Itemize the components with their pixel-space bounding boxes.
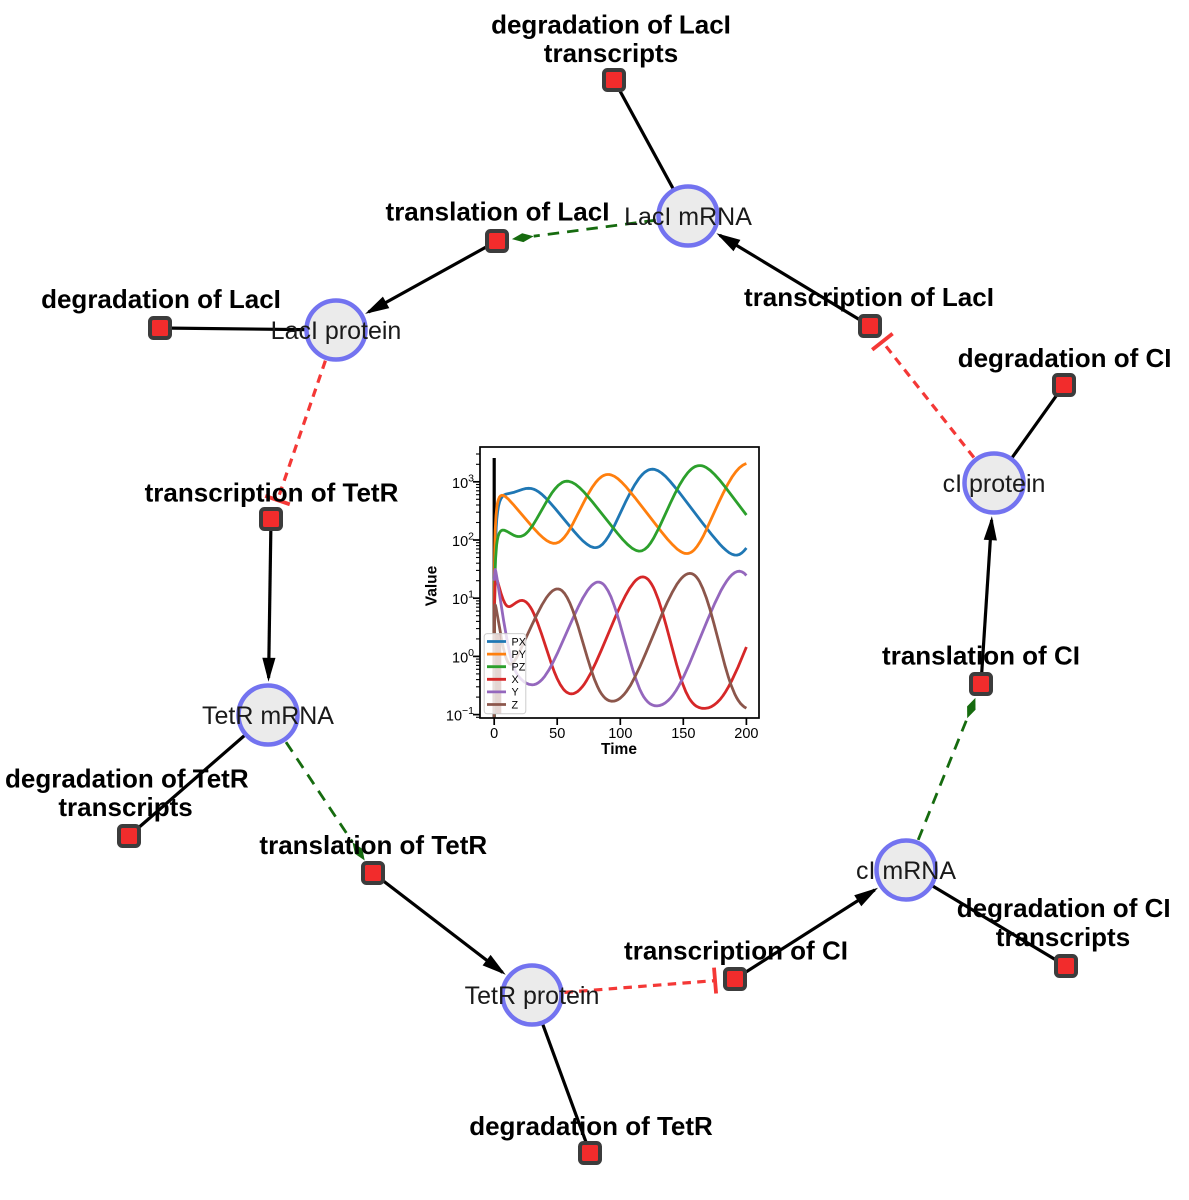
svg-text:Time: Time — [601, 741, 637, 758]
svg-text:degradation of TetR: degradation of TetR — [469, 1111, 713, 1141]
svg-text:0: 0 — [490, 726, 498, 742]
svg-text:PY: PY — [512, 649, 526, 661]
svg-text:cI mRNA: cI mRNA — [856, 857, 956, 885]
svg-text:TetR protein: TetR protein — [465, 982, 600, 1010]
svg-text:translation of LacI: translation of LacI — [386, 197, 610, 227]
svg-text:PZ: PZ — [512, 662, 526, 674]
svg-text:transcripts: transcripts — [58, 792, 192, 822]
svg-text:translation of CI: translation of CI — [882, 641, 1080, 671]
svg-text:TetR mRNA: TetR mRNA — [202, 702, 334, 730]
svg-text:transcripts: transcripts — [544, 38, 678, 68]
svg-text:50: 50 — [549, 726, 565, 742]
svg-text:LacI mRNA: LacI mRNA — [624, 203, 752, 231]
svg-text:200: 200 — [734, 726, 758, 742]
svg-text:degradation of CI: degradation of CI — [957, 893, 1171, 923]
svg-text:150: 150 — [671, 726, 695, 742]
svg-text:transcription of LacI: transcription of LacI — [744, 282, 994, 312]
svg-text:degradation of LacI: degradation of LacI — [41, 284, 281, 314]
svg-text:transcription of TetR: transcription of TetR — [145, 478, 399, 508]
svg-text:PX: PX — [512, 636, 526, 648]
svg-text:Value: Value — [424, 565, 441, 606]
svg-text:cI protein: cI protein — [943, 470, 1046, 498]
svg-text:transcription of CI: transcription of CI — [624, 936, 848, 966]
svg-text:LacI protein: LacI protein — [271, 317, 402, 345]
svg-text:Y: Y — [512, 687, 519, 699]
svg-text:degradation of CI: degradation of CI — [958, 343, 1172, 373]
svg-text:degradation of TetR: degradation of TetR — [5, 763, 249, 793]
svg-text:Z: Z — [512, 699, 519, 711]
svg-text:translation of TetR: translation of TetR — [259, 830, 487, 860]
svg-text:100: 100 — [608, 726, 632, 742]
svg-text:transcripts: transcripts — [996, 922, 1130, 952]
svg-text:degradation of LacI: degradation of LacI — [491, 10, 731, 40]
svg-text:X: X — [512, 674, 519, 686]
